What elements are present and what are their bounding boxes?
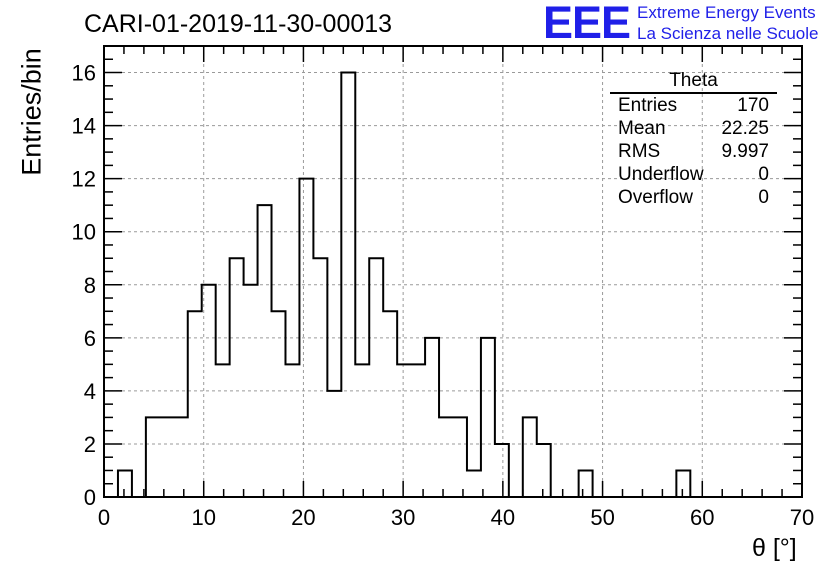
logo-caption-line2: La Scienza nelle Scuole (637, 24, 819, 43)
x-tick-label: 50 (590, 505, 614, 530)
stats-box: Theta Entries 170 Mean 22.25 RMS 9.997 U… (610, 70, 777, 209)
stats-value: 170 (737, 95, 769, 116)
stats-row-entries: Entries 170 (610, 94, 777, 117)
x-tick-label: 0 (98, 505, 110, 530)
eee-logo: EEE (543, 0, 631, 48)
x-tick-label: 70 (790, 505, 814, 530)
chart-title: CARI-01-2019-11-30-00013 (84, 10, 393, 38)
stats-label: Entries (618, 95, 678, 116)
y-tick-label: 16 (72, 61, 96, 86)
stats-label: Mean (618, 118, 666, 139)
y-tick-label: 14 (72, 114, 96, 139)
stats-row-overflow: Overflow 0 (610, 186, 777, 209)
y-tick-label: 0 (84, 485, 96, 510)
x-tick-label: 30 (391, 505, 415, 530)
stats-value: 9.997 (721, 141, 769, 162)
stats-title: Theta (610, 70, 777, 94)
stats-label: Underflow (618, 164, 704, 185)
stats-value: 0 (758, 187, 769, 208)
grid-lines (104, 46, 802, 497)
x-tick-label: 40 (491, 505, 515, 530)
y-tick-label: 6 (84, 326, 96, 351)
stats-value: 22.25 (721, 118, 769, 139)
stats-row-mean: Mean 22.25 (610, 117, 777, 140)
x-tick-label: 20 (291, 505, 315, 530)
y-axis-label: Entries/bin (16, 48, 47, 176)
x-axis-label: θ [°] (752, 534, 797, 562)
stats-value: 0 (758, 164, 769, 185)
x-tick-label: 60 (690, 505, 714, 530)
y-tick-label: 12 (72, 167, 96, 192)
y-tick-label: 2 (84, 432, 96, 457)
x-tick-label: 10 (191, 505, 215, 530)
axis-ticks (103, 45, 803, 498)
stats-label: Overflow (618, 187, 693, 208)
stats-row-rms: RMS 9.997 (610, 140, 777, 163)
axis-tick-labels: 0 10 20 30 40 50 60 70 0 2 4 6 8 10 12 14 16 (72, 61, 815, 530)
y-tick-label: 4 (84, 379, 96, 404)
y-tick-label: 10 (72, 220, 96, 245)
y-tick-label: 8 (84, 273, 96, 298)
stats-row-underflow: Underflow 0 (610, 163, 777, 186)
stats-label: RMS (618, 141, 661, 162)
logo-caption-line1: Extreme Energy Events (637, 3, 816, 22)
